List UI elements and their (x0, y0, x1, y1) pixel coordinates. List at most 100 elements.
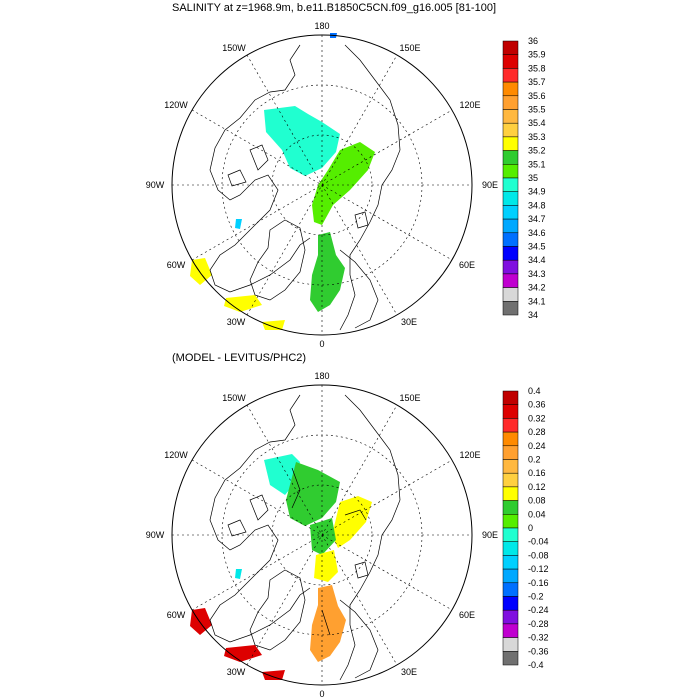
colorbar-swatch (502, 218, 519, 234)
salinity-region-nansen-basin (310, 232, 345, 312)
meridian-label: 60E (459, 260, 475, 270)
top-colorbar: 36 35.9 35.8 35.7 35.6 35.5 35.4 35.3 35.2 35.1 35… (502, 36, 546, 320)
colorbar-label: 35.7 (528, 77, 546, 87)
colorbar-label: 35 (528, 173, 538, 183)
colorbar-label: 0 (528, 523, 533, 533)
colorbar-label: 0.36 (528, 400, 546, 410)
colorbar-label: 34.3 (528, 269, 546, 279)
colorbar-swatch (502, 568, 519, 584)
colorbar-label: 0.2 (528, 455, 541, 465)
colorbar-swatch (502, 164, 519, 179)
colorbar-swatch (502, 390, 519, 405)
colorbar-swatch (502, 109, 519, 124)
top-map-boundary (171, 34, 473, 336)
meridian-label: 120W (164, 100, 188, 110)
salinity-region-eurasian-basin (312, 142, 375, 225)
colorbar-swatch (502, 459, 519, 474)
colorbar-label: 35.2 (528, 146, 546, 156)
colorbar-swatch (502, 582, 519, 597)
colorbar-label: 0.16 (528, 468, 546, 478)
colorbar-label: 0.24 (528, 441, 546, 451)
coastline-north-america (209, 44, 311, 293)
colorbar-swatch (502, 609, 519, 625)
colorbar-label: 34.2 (528, 283, 546, 293)
colorbar-swatch (502, 301, 519, 316)
colorbar-label: 35.5 (528, 105, 546, 115)
coastline-north-america (209, 394, 311, 643)
meridian-label: 60W (167, 260, 186, 270)
meridian-label: 90E (482, 530, 498, 540)
colorbar-label: 34.8 (528, 200, 546, 210)
meridian-label: 30E (401, 667, 417, 677)
meridian-label: 150E (399, 393, 420, 403)
bottom-polar-map: 180 150W 150E 120W 120E 90W 90E 60W 60E … (146, 371, 549, 699)
meridian-label: 90W (146, 180, 165, 190)
meridian-label: 180 (314, 371, 329, 381)
bottom-meridian-labels: 180 150W 150E 120W 120E 90W 90E 60W 60E … (146, 371, 498, 699)
top-panel-title: SALINITY at z=1968.9m, b.e11.B1850C5CN.f… (172, 2, 497, 14)
meridian-label: 90E (482, 180, 498, 190)
coastline-arctic-islands (227, 144, 369, 229)
colorbar-swatch (502, 191, 519, 206)
colorbar-swatch (502, 232, 519, 247)
bottom-graticule (172, 385, 472, 685)
colorbar-label: 35.9 (528, 50, 546, 60)
meridian-label: 120E (459, 100, 480, 110)
zero-contour (291, 467, 367, 636)
top-meridian-labels: 180 150W 150E 120W 120E 90W 90E 60W 60E … (146, 21, 498, 349)
top-coastlines (209, 44, 401, 331)
anomaly-region-iceland (262, 670, 285, 680)
colorbar-swatch (502, 205, 519, 220)
colorbar-label: -0.28 (528, 619, 549, 629)
colorbar-label: -0.16 (528, 578, 549, 588)
salinity-region-irminger (224, 295, 262, 312)
colorbar-label: 35.4 (528, 118, 546, 128)
colorbar-swatch (502, 54, 519, 69)
coastline-eurasia (339, 44, 401, 331)
colorbar-swatch (502, 527, 519, 542)
colorbar-label: -0.4 (528, 660, 544, 670)
colorbar-swatch (502, 445, 519, 460)
coastline-arctic-islands (227, 494, 369, 579)
colorbar-swatch (502, 136, 519, 151)
colorbar-label: 34.4 (528, 255, 546, 265)
colorbar-swatch (502, 514, 519, 529)
anomaly-region-nansen-basin (310, 585, 346, 662)
colorbar-label: 0.28 (528, 427, 546, 437)
colorbar-label: 0.32 (528, 413, 546, 423)
meridian-label: 30E (401, 317, 417, 327)
colorbar-swatch (502, 177, 519, 192)
meridian-label: 90W (146, 530, 165, 540)
meridian-label: 150E (399, 43, 420, 53)
colorbar-label: 35.1 (528, 159, 546, 169)
colorbar-label: 0.08 (528, 496, 546, 506)
colorbar-label: -0.08 (528, 550, 549, 560)
bottom-colorbar: 0.4 0.36 0.32 0.28 0.24 0.2 0.16 0.12 0.08 0.04 0 -… (502, 386, 549, 670)
colorbar-label: -0.36 (528, 646, 549, 656)
salinity-region-baffin (235, 219, 242, 229)
colorbar-swatch (502, 273, 519, 288)
colorbar-swatch (502, 596, 519, 611)
colorbar-swatch (502, 68, 519, 83)
colorbar-swatch (502, 287, 519, 302)
meridian-label: 120W (164, 450, 188, 460)
meridian-label: 60W (167, 610, 186, 620)
colorbar-swatch (502, 246, 519, 261)
anomaly-region-baffin (235, 569, 242, 579)
colorbar-swatch (502, 500, 519, 515)
meridian-label: 150W (222, 393, 246, 403)
colorbar-swatch (502, 40, 519, 55)
anomaly-region-irminger (224, 645, 262, 662)
colorbar-label: 34.9 (528, 187, 546, 197)
colorbar-label: 0.12 (528, 482, 546, 492)
meridian-label: 30W (227, 667, 246, 677)
colorbar-label: -0.04 (528, 537, 549, 547)
meridian-label: 0 (319, 689, 324, 699)
coastline-eurasia (339, 394, 401, 681)
bottom-coastlines (209, 394, 401, 681)
colorbar-swatch (502, 431, 519, 447)
meridian-label: 30W (227, 317, 246, 327)
colorbar-label: 35.8 (528, 63, 546, 73)
anomaly-region-lomonosov (314, 550, 338, 582)
meridian-label: 120E (459, 450, 480, 460)
